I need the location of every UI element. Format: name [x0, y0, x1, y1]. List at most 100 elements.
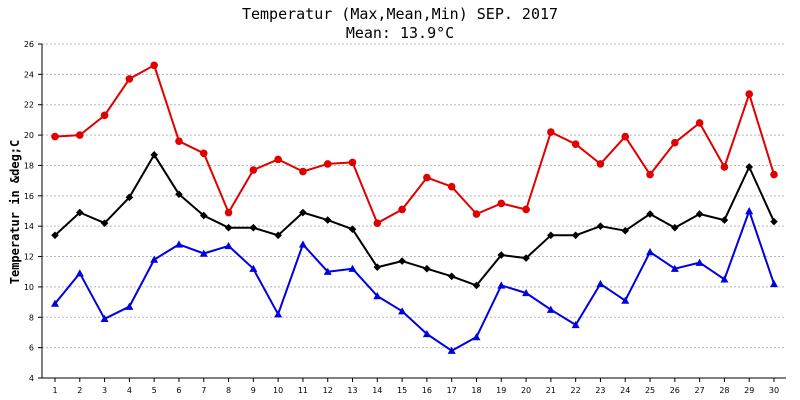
x-tick-label: 13 [347, 386, 357, 395]
y-tick-label: 20 [24, 131, 34, 140]
data-point [472, 210, 481, 218]
data-point [571, 231, 580, 240]
data-point [298, 240, 307, 248]
data-point [51, 299, 59, 307]
data-point [348, 158, 357, 167]
data-point [671, 223, 679, 232]
y-tick-label: 14 [24, 222, 34, 231]
data-point [51, 132, 59, 141]
x-tick-label: 30 [769, 386, 779, 395]
data-point [150, 61, 158, 70]
data-point [323, 160, 332, 168]
data-point [671, 138, 679, 147]
data-point [249, 223, 258, 232]
data-point [174, 240, 183, 248]
data-point [125, 302, 134, 310]
data-point [770, 217, 778, 226]
data-point [522, 205, 530, 214]
data-point [472, 333, 481, 341]
x-tick-label: 22 [571, 386, 581, 395]
data-point [299, 167, 307, 176]
series-2 [51, 207, 778, 354]
x-tick-label: 24 [620, 386, 630, 395]
data-point [348, 225, 357, 234]
data-point [646, 210, 654, 218]
data-point [100, 111, 109, 120]
y-tick-label: 16 [24, 192, 34, 201]
x-tick-label: 6 [176, 386, 181, 395]
data-point [596, 222, 605, 230]
data-point [323, 267, 332, 275]
data-point [447, 272, 456, 281]
y-tick-label: 12 [24, 253, 34, 262]
y-tick-label: 22 [24, 101, 34, 110]
y-tick-label: 26 [24, 40, 34, 49]
x-tick-label: 15 [397, 386, 407, 395]
x-tick-label: 12 [323, 386, 333, 395]
data-point [447, 346, 456, 354]
series-0 [51, 61, 778, 227]
x-tick-label: 25 [645, 386, 655, 395]
data-point [522, 288, 531, 297]
y-tick-label: 8 [29, 313, 34, 322]
data-point [373, 219, 382, 227]
data-point [373, 263, 382, 271]
data-point [670, 264, 679, 272]
x-tick-label: 10 [273, 386, 283, 395]
data-point [274, 155, 282, 164]
data-point [646, 170, 654, 179]
data-point [720, 163, 729, 171]
x-tick-label: 8 [226, 386, 231, 395]
data-point [720, 216, 729, 224]
x-tick-label: 4 [127, 386, 132, 395]
data-point [422, 329, 431, 338]
data-point [150, 255, 159, 263]
x-tick-label: 21 [546, 386, 556, 395]
data-point [745, 207, 754, 215]
data-point [75, 208, 84, 217]
data-point [224, 223, 233, 232]
data-point [423, 264, 431, 273]
data-point [249, 264, 258, 272]
data-point [75, 269, 84, 277]
x-tick-label: 17 [447, 386, 457, 395]
data-point [621, 226, 630, 235]
chart-subtitle: Mean: 13.9°C [346, 24, 454, 42]
data-point [175, 190, 183, 199]
data-point [199, 149, 208, 158]
data-point [125, 193, 134, 202]
x-tick-label: 14 [372, 386, 382, 395]
data-point [695, 210, 704, 218]
data-point [770, 279, 778, 288]
data-point [745, 90, 754, 98]
series-line [54, 153, 775, 287]
data-point [299, 208, 307, 217]
x-tick-label: 3 [102, 386, 107, 395]
x-tick-label: 1 [52, 386, 57, 395]
data-point [745, 163, 754, 171]
data-point [546, 305, 555, 313]
x-tick-label: 19 [496, 386, 506, 395]
series-layer [51, 61, 778, 354]
chart-title: Temperatur (Max,Mean,Min) SEP. 2017 [242, 5, 558, 23]
x-tick-label: 18 [471, 386, 481, 395]
data-point [100, 219, 109, 227]
x-tick-label: 28 [719, 386, 729, 395]
data-point [447, 182, 456, 191]
data-point [547, 128, 555, 136]
data-point [621, 132, 630, 141]
x-tick-label: 20 [521, 386, 531, 395]
x-tick-label: 2 [77, 386, 82, 395]
data-point [720, 275, 729, 283]
x-tick-label: 27 [695, 386, 705, 395]
data-point [398, 205, 406, 214]
data-point [125, 75, 134, 83]
x-tick-label: 26 [670, 386, 680, 395]
data-point [571, 320, 580, 329]
data-point [770, 170, 778, 179]
data-point [596, 279, 605, 288]
data-point [150, 151, 158, 159]
series-line [54, 64, 775, 225]
data-point [398, 307, 407, 315]
data-point [596, 160, 605, 168]
